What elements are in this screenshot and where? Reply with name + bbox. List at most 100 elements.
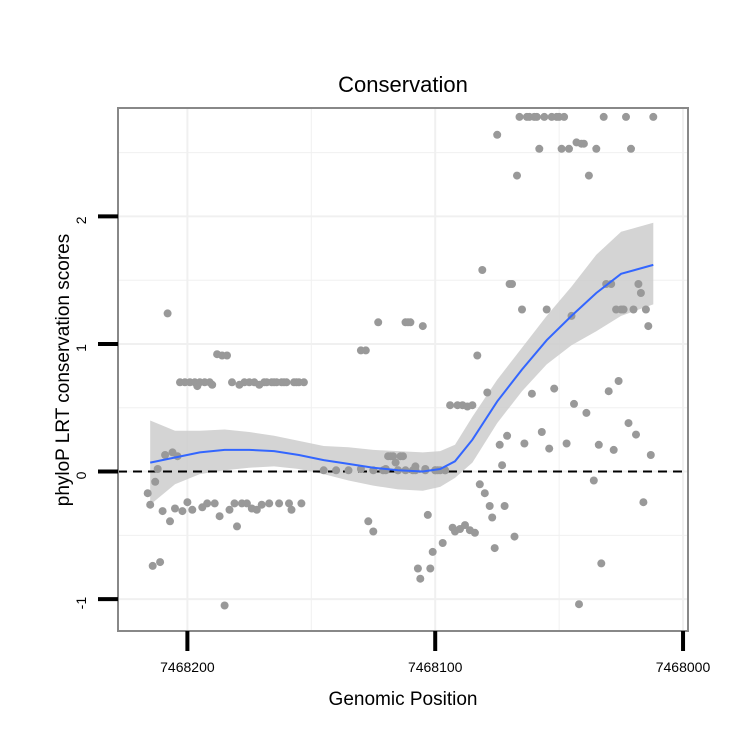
x-axis-title: Genomic Position: [329, 689, 478, 710]
data-point: [332, 466, 341, 475]
data-point: [406, 318, 415, 327]
data-point: [153, 465, 162, 473]
data-point: [203, 499, 212, 508]
data-point: [584, 171, 593, 180]
data-point: [389, 452, 398, 461]
data-point: [257, 500, 266, 509]
data-point: [478, 266, 487, 274]
data-point: [146, 500, 155, 509]
plot-panel: [118, 108, 688, 631]
data-point: [537, 428, 546, 436]
data-point: [228, 378, 236, 387]
data-point: [143, 489, 152, 498]
data-point: [233, 522, 241, 531]
data-point: [535, 144, 544, 153]
data-point: [649, 112, 658, 121]
data-point: [364, 517, 373, 526]
axes: -1 0 1 2 7468200 7468100 7468000: [73, 214, 711, 675]
data-point: [428, 547, 437, 556]
data-point: [520, 439, 529, 448]
smooth-line: [149, 263, 654, 473]
y-tick-label: 2: [73, 216, 89, 224]
x-tick-label: 7468200: [160, 659, 215, 675]
data-point: [565, 144, 573, 153]
data-point: [416, 574, 425, 583]
data-point: [215, 512, 224, 521]
data-point: [619, 305, 628, 314]
x-tick-label: 7468100: [408, 659, 463, 675]
y-axis-title: phyloP LRT conservation scores: [53, 234, 74, 507]
data-point: [282, 378, 291, 387]
data-point: [220, 601, 229, 610]
data-point: [609, 445, 618, 454]
data-point: [589, 476, 598, 485]
data-point: [490, 544, 499, 553]
data-points: [143, 112, 658, 610]
data-point: [575, 600, 583, 609]
data-point: [634, 280, 643, 288]
data-point: [518, 305, 526, 314]
data-point: [622, 112, 630, 121]
data-point: [604, 387, 613, 396]
data-point: [418, 322, 427, 331]
data-point: [627, 144, 635, 153]
data-point: [597, 559, 606, 568]
data-point: [148, 561, 157, 570]
y-tick-label: 0: [73, 471, 89, 479]
data-point: [582, 408, 591, 417]
data-point: [527, 389, 536, 398]
data-point: [550, 384, 559, 393]
data-point: [532, 112, 541, 121]
data-point: [319, 466, 328, 475]
data-point: [275, 499, 284, 508]
data-point: [483, 388, 492, 397]
data-point: [225, 505, 234, 514]
data-point: [158, 507, 167, 516]
confidence-band: [150, 222, 654, 505]
confidence-ribbon: [150, 222, 654, 505]
data-point: [562, 439, 571, 448]
data-point: [163, 309, 172, 318]
data-point: [299, 378, 308, 387]
data-point: [599, 112, 608, 121]
data-point: [230, 499, 239, 508]
data-point: [646, 451, 655, 459]
data-point: [510, 532, 519, 541]
data-point: [188, 505, 197, 514]
data-point: [503, 431, 512, 440]
data-point: [636, 289, 645, 297]
data-point: [183, 498, 192, 507]
data-point: [557, 144, 566, 153]
data-point: [639, 498, 648, 507]
data-point: [470, 528, 479, 537]
data-point: [178, 507, 187, 516]
data-point: [545, 444, 554, 453]
data-point: [515, 112, 524, 121]
data-point: [344, 466, 353, 475]
data-point: [361, 346, 370, 355]
smooth-fit-line: [149, 263, 654, 473]
data-point: [210, 499, 219, 508]
data-point: [498, 461, 507, 470]
data-point: [242, 499, 251, 508]
y-tick-label: 1: [73, 344, 89, 352]
data-point: [287, 505, 296, 514]
data-point: [411, 462, 420, 471]
data-point: [369, 527, 378, 536]
y-tick-label: -1: [73, 597, 89, 610]
data-point: [426, 564, 435, 573]
data-point: [594, 440, 603, 449]
data-point: [265, 499, 274, 508]
data-point: [461, 521, 469, 530]
x-tick-label: 7468000: [656, 659, 711, 675]
data-point: [252, 505, 261, 514]
data-point: [508, 280, 516, 288]
data-point: [297, 499, 306, 508]
data-point: [480, 489, 489, 498]
data-point: [413, 564, 422, 573]
data-point: [592, 144, 601, 153]
data-point: [513, 171, 521, 180]
data-point: [493, 130, 502, 139]
data-point: [399, 452, 407, 461]
